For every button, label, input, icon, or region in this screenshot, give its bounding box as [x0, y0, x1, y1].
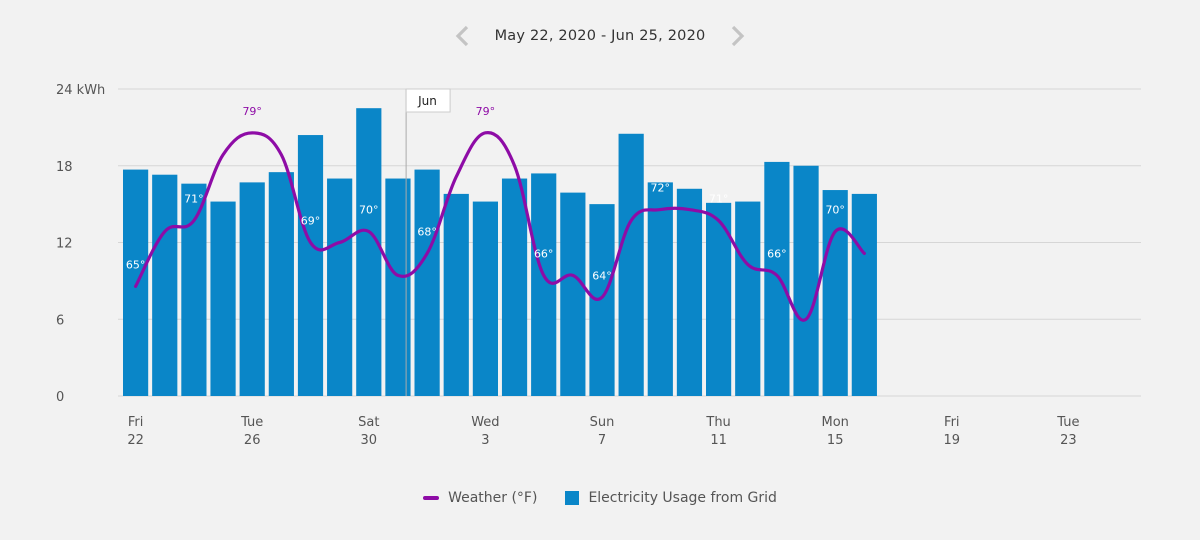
y-tick-label: 18 [56, 160, 73, 175]
prev-period-button[interactable] [453, 22, 473, 50]
usage-bar [676, 188, 703, 396]
temperature-label: 64° [592, 269, 612, 282]
x-tick-day: Tue [1056, 415, 1079, 430]
x-tick-day: Tue [240, 415, 263, 430]
month-marker: Jun [405, 88, 451, 396]
month-marker-box [405, 88, 451, 113]
x-tick-date: 30 [361, 433, 378, 448]
usage-bar [385, 178, 411, 396]
temperature-label: 79° [476, 105, 496, 118]
temperature-label: 71° [709, 193, 729, 206]
temperature-label: 79° [242, 105, 262, 118]
usage-bar [268, 172, 294, 396]
usage-bar [560, 192, 586, 396]
usage-bar [735, 201, 761, 396]
x-tick-day: Wed [471, 415, 499, 430]
weather-line-swatch [423, 496, 440, 500]
usage-bar-swatch [565, 491, 580, 505]
usage-bar [356, 108, 382, 396]
legend-weather-label: Weather (°F) [448, 490, 538, 506]
usage-bar [647, 182, 673, 396]
temperature-labels: 65° 71° 79° 69° 70° 68° 79° 66° 64° 72° 71° 66° 70° [126, 105, 845, 282]
y-axis-ticks: 0 6 12 18 24 kWh [56, 83, 105, 405]
temperature-label: 70° [359, 204, 379, 217]
x-tick-date: 26 [244, 433, 261, 448]
month-marker-label: Jun [417, 94, 437, 108]
x-axis-ticks: Fri 22 Tue 26 Sat 30 Wed 3 Sun 7 Thu 11 Mon 15 Fri 19 Tu… [127, 415, 1079, 448]
usage-bar [501, 178, 528, 396]
x-tick-day: Fri [128, 415, 144, 430]
x-tick-day: Sat [358, 415, 379, 430]
usage-bar [706, 202, 732, 396]
weather-line-group [134, 131, 866, 322]
usage-bar [443, 193, 469, 396]
usage-bar [764, 161, 790, 396]
usage-bar [297, 135, 324, 397]
x-tick-date: 22 [127, 433, 144, 448]
x-tick-day: Fri [944, 415, 960, 430]
temperature-label: 65° [126, 258, 146, 271]
usage-bar [618, 133, 644, 397]
temperature-label: 66° [534, 247, 554, 260]
legend-item-usage[interactable]: Electricity Usage from Grid [565, 490, 777, 506]
x-tick-day: Thu [705, 415, 730, 430]
usage-bar [851, 193, 877, 396]
y-tick-label: 0 [56, 390, 64, 405]
x-tick-date: 15 [827, 433, 844, 448]
usage-bar [793, 165, 819, 396]
chart-legend: Weather (°F) Electricity Usage from Grid [0, 486, 1200, 510]
date-range-label: May 22, 2020 - Jun 25, 2020 [494, 28, 706, 44]
usage-bar [239, 182, 265, 396]
temperature-label: 66° [767, 247, 787, 260]
x-tick-date: 3 [481, 433, 489, 448]
temperature-label: 71° [184, 193, 204, 206]
weather-line [134, 131, 866, 322]
temperature-label: 69° [301, 215, 321, 228]
y-tick-label: 24 kWh [56, 83, 105, 98]
next-period-button[interactable] [727, 22, 747, 50]
usage-bar [589, 204, 615, 396]
usage-bars [123, 108, 877, 397]
temperature-label: 70° [825, 204, 845, 217]
legend-usage-label: Electricity Usage from Grid [588, 490, 777, 506]
usage-bar [181, 183, 207, 396]
energy-weather-chart: 0 6 12 18 24 kWh Jun 65° 71° 79° 69° 70° 68° 79° 66… [56, 83, 1141, 448]
y-tick-label: 12 [56, 237, 73, 252]
y-tick-label: 6 [56, 313, 64, 328]
temperature-label: 68° [417, 225, 437, 238]
x-tick-date: 23 [1060, 433, 1077, 448]
usage-bar [822, 190, 848, 396]
x-tick-date: 19 [944, 433, 961, 448]
legend-item-weather[interactable]: Weather (°F) [423, 490, 537, 506]
usage-bar [210, 201, 236, 396]
usage-bar [414, 169, 440, 396]
x-tick-day: Mon [821, 415, 848, 430]
usage-bar [327, 178, 353, 396]
chevron-left-icon [455, 25, 468, 47]
usage-bar [152, 174, 178, 396]
x-tick-day: Sun [590, 415, 615, 430]
temperature-label: 72° [651, 182, 671, 195]
x-tick-date: 7 [598, 433, 606, 448]
usage-bar [472, 201, 498, 396]
chevron-right-icon [732, 25, 745, 47]
date-range-nav: May 22, 2020 - Jun 25, 2020 [0, 18, 1200, 54]
x-tick-date: 11 [710, 433, 727, 448]
